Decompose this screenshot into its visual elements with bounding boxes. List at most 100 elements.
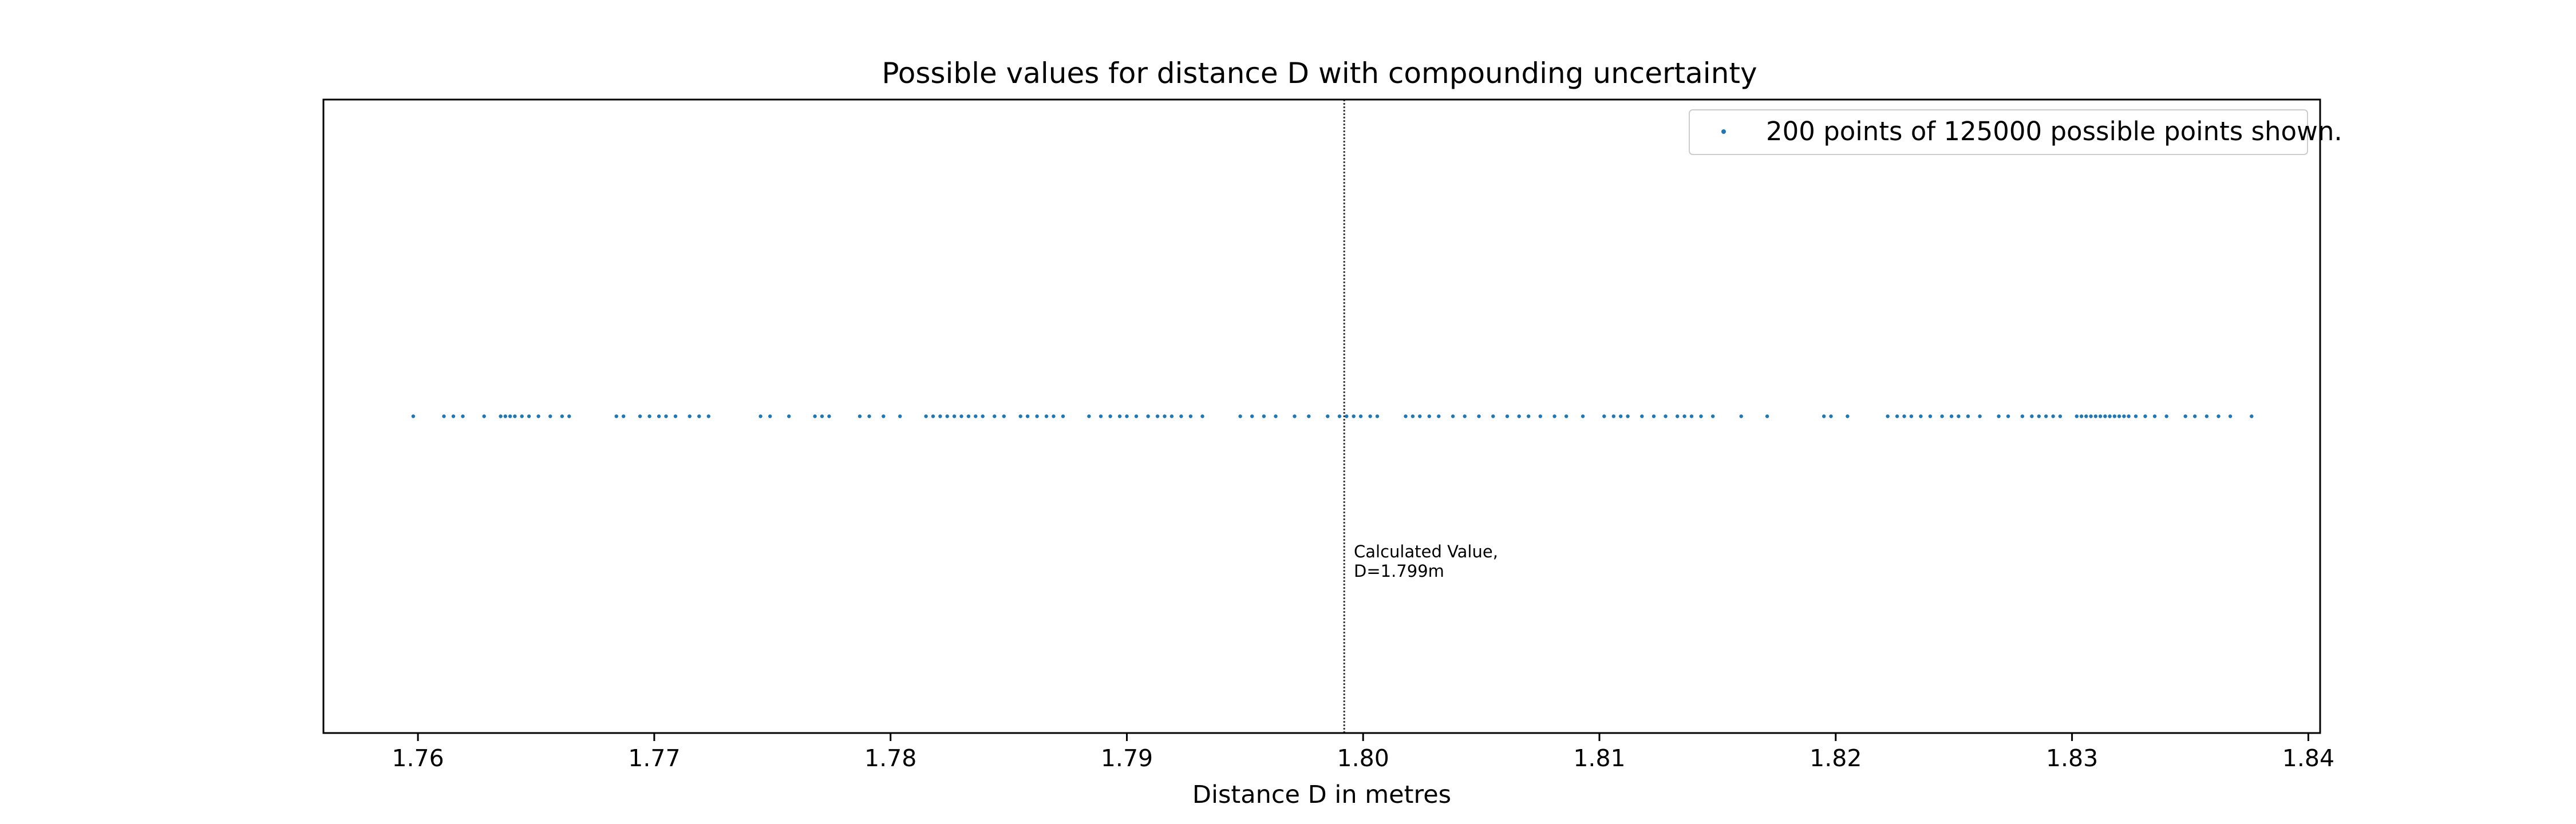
chart-title: Possible values for distance D with comp… (882, 57, 1757, 90)
data-point (2134, 414, 2138, 418)
data-point (1689, 414, 1694, 418)
data-point (2143, 414, 2147, 418)
reference-annotation-line-1: Calculated Value, (1354, 542, 1498, 561)
data-point (451, 414, 456, 418)
data-point (2093, 414, 2098, 418)
data-point (1619, 414, 1623, 418)
data-point (2103, 414, 2107, 418)
data-point (1846, 414, 1850, 418)
data-point (1238, 414, 1242, 418)
data-point (938, 414, 942, 418)
data-point (1739, 414, 1743, 418)
data-point (1274, 414, 1278, 418)
data-point (820, 414, 824, 418)
data-point (2075, 414, 2079, 418)
data-point (1200, 414, 1204, 418)
data-point (787, 414, 791, 418)
data-point (1307, 414, 1311, 418)
data-point (1652, 414, 1656, 418)
data-point (1375, 414, 1380, 418)
data-point (1099, 414, 1103, 418)
data-point (1437, 414, 1441, 418)
points-layer (411, 414, 2254, 418)
data-point (1711, 414, 1715, 418)
data-point (503, 414, 507, 418)
data-point (1358, 414, 1363, 418)
data-point (966, 414, 971, 418)
data-point (1564, 414, 1568, 418)
data-point (959, 414, 963, 418)
data-point (867, 414, 871, 418)
reference-annotation-line-2: D=1.799m (1354, 561, 1444, 581)
x-tick-label: 1.83 (2046, 744, 2098, 772)
data-point (2152, 414, 2157, 418)
data-point (548, 414, 552, 418)
data-point (567, 414, 571, 418)
data-point (1125, 414, 1129, 418)
data-point (1886, 414, 1890, 418)
data-point (945, 414, 949, 418)
data-point (2098, 414, 2103, 418)
data-point (1035, 414, 1039, 418)
x-tick-label: 1.76 (392, 744, 444, 772)
data-point (758, 414, 762, 418)
data-point (2193, 414, 2197, 418)
data-point (1928, 414, 1933, 418)
data-point (898, 414, 902, 418)
data-point (461, 414, 465, 418)
data-point (1418, 414, 1422, 418)
data-point (706, 414, 711, 418)
data-point (1002, 414, 1006, 418)
data-point (952, 414, 957, 418)
data-point (1602, 414, 1606, 418)
data-point (2037, 414, 2041, 418)
data-point (2058, 414, 2063, 418)
data-point (527, 414, 531, 418)
data-point (2112, 414, 2117, 418)
data-point (482, 414, 486, 418)
data-point (2204, 414, 2209, 418)
data-point (1134, 414, 1139, 418)
data-point (924, 414, 928, 418)
data-point (1895, 414, 1899, 418)
data-point (664, 414, 668, 418)
data-point (1477, 414, 1481, 418)
data-point (1427, 414, 1431, 418)
legend: 200 points of 125000 possible points sho… (1689, 109, 2342, 155)
data-point (2108, 414, 2112, 418)
data-point (513, 414, 517, 418)
x-tick-label: 1.79 (1101, 744, 1153, 772)
data-point (1940, 414, 1944, 418)
data-point (1170, 414, 1174, 418)
data-point (1966, 414, 1970, 418)
data-point (1527, 414, 1531, 418)
data-point (411, 414, 416, 418)
data-point (1025, 414, 1030, 418)
data-point (1552, 414, 1556, 418)
data-point (1326, 414, 1330, 418)
data-point (2044, 414, 2048, 418)
data-point (1902, 414, 1906, 418)
data-point (1155, 414, 1160, 418)
data-point (2122, 414, 2126, 418)
data-point (2084, 414, 2088, 418)
data-point (931, 414, 935, 418)
data-point (2164, 414, 2168, 418)
x-tick-label: 1.78 (864, 744, 916, 772)
data-point (882, 414, 886, 418)
x-tick-label: 1.81 (1573, 744, 1625, 772)
data-point (858, 414, 862, 418)
data-point (2006, 414, 2010, 418)
data-point (1949, 414, 1954, 418)
data-point (638, 414, 642, 418)
data-point (1699, 414, 1703, 418)
reference-annotation: Calculated Value, D=1.799m (1354, 542, 1503, 581)
data-point (1829, 414, 1833, 418)
data-point (1061, 414, 1065, 418)
data-point (1676, 414, 1680, 418)
data-point (647, 414, 651, 418)
data-point (1411, 414, 1415, 418)
data-point (2051, 414, 2055, 418)
legend-box (1689, 109, 2308, 155)
